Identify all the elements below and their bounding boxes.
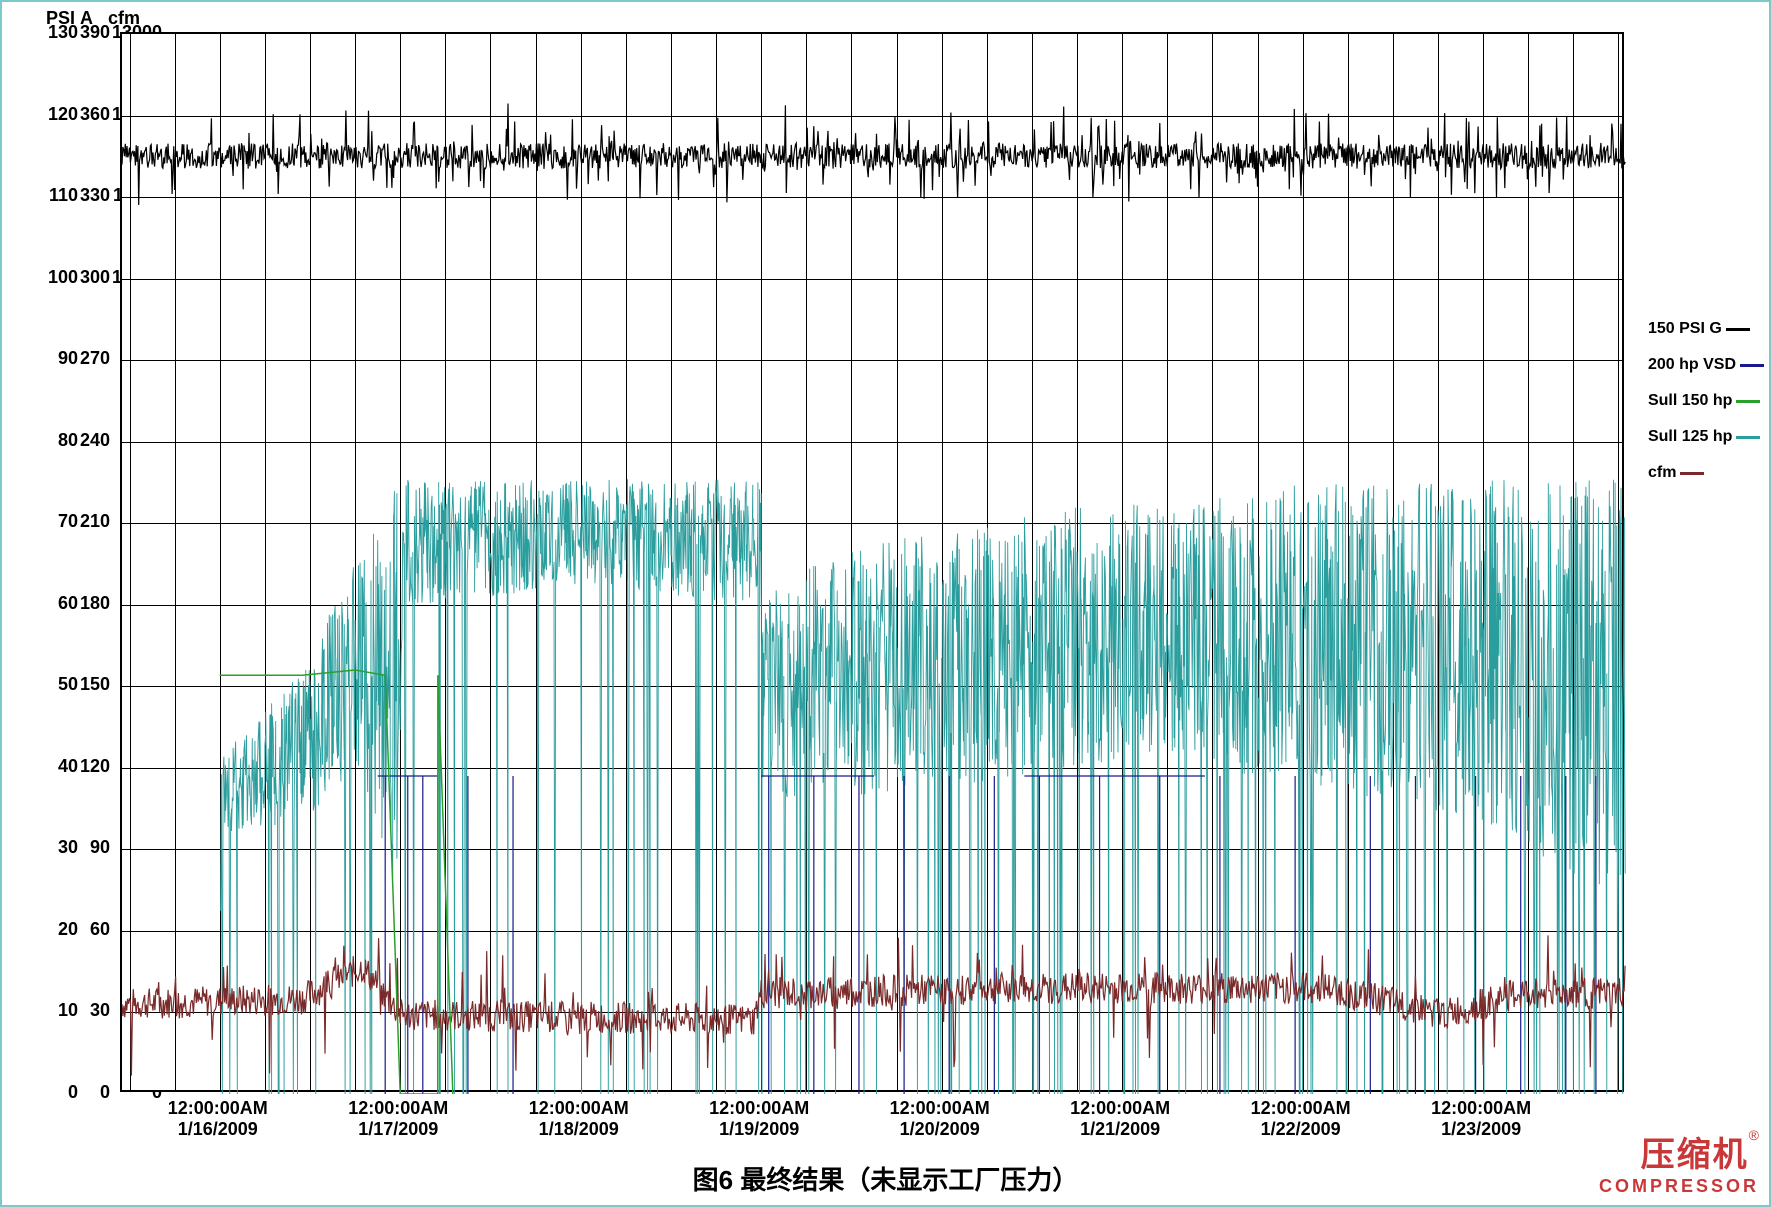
- legend-swatch: [1736, 436, 1760, 439]
- legend-swatch: [1740, 364, 1764, 367]
- legend-swatch: [1736, 400, 1760, 403]
- legend-item-cfm: cfm: [1648, 464, 1764, 482]
- legend-item-sull125: Sull 125 hp: [1648, 428, 1764, 446]
- legend-item-psi: 150 PSI G: [1648, 320, 1764, 338]
- data-plot: [122, 34, 1626, 1094]
- watermark: 压缩机® COMPRESSOR: [1599, 1127, 1759, 1197]
- figure-container: PSI A cfm 000103010002060200030903000401…: [0, 0, 1771, 1207]
- legend: 150 PSI G 200 hp VSD Sull 150 hp Sull 12…: [1648, 320, 1764, 500]
- plot-area: [120, 32, 1624, 1092]
- figure-caption: 图6 最终结果（未显示工厂压力）: [693, 1160, 1079, 1197]
- legend-swatch: [1726, 328, 1750, 331]
- legend-swatch: [1680, 472, 1704, 475]
- legend-item-sull150: Sull 150 hp: [1648, 392, 1764, 410]
- legend-item-vsd: 200 hp VSD: [1648, 356, 1764, 374]
